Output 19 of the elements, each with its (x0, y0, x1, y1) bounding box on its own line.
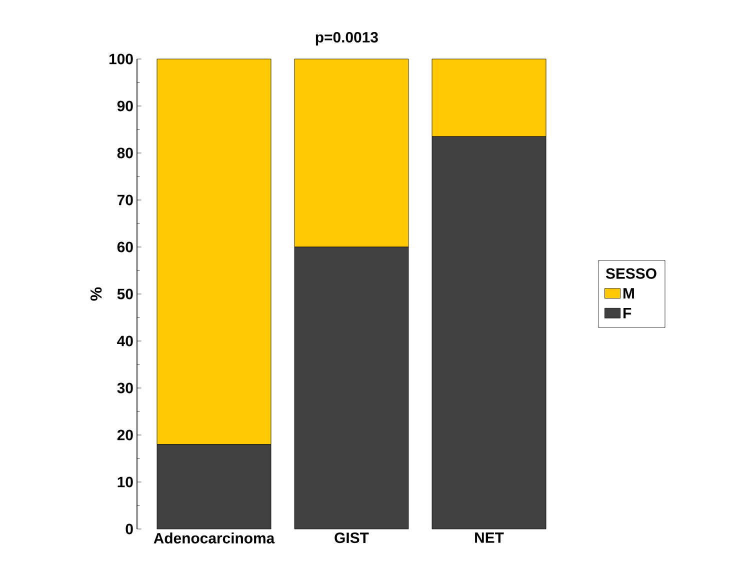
y-tick-label: 30 (117, 382, 133, 394)
y-tick-label: 60 (117, 242, 133, 252)
y-tick-label: 80 (117, 148, 133, 158)
y-tick-label: 100 (109, 54, 133, 64)
x-tick-label: Adenocarcinoma (154, 532, 275, 544)
x-tick-label: GIST (334, 532, 369, 544)
y-axis-title: % (90, 287, 102, 301)
y-tick-label: 0 (126, 524, 133, 534)
x-tick-label: NET (475, 532, 504, 543)
legend-title: SESSO (606, 268, 656, 279)
legend-label: M (624, 288, 634, 298)
y-tick-label: 10 (118, 476, 133, 488)
y-tick-label: 90 (117, 100, 133, 112)
chart-title: p=0.0013 (316, 32, 378, 46)
legend-label: F (624, 308, 632, 318)
y-tick-label: 20 (117, 430, 133, 440)
y-tick-label: 40 (117, 336, 133, 346)
y-tick-label: 50 (117, 288, 133, 300)
y-tick-label: 70 (118, 194, 133, 206)
